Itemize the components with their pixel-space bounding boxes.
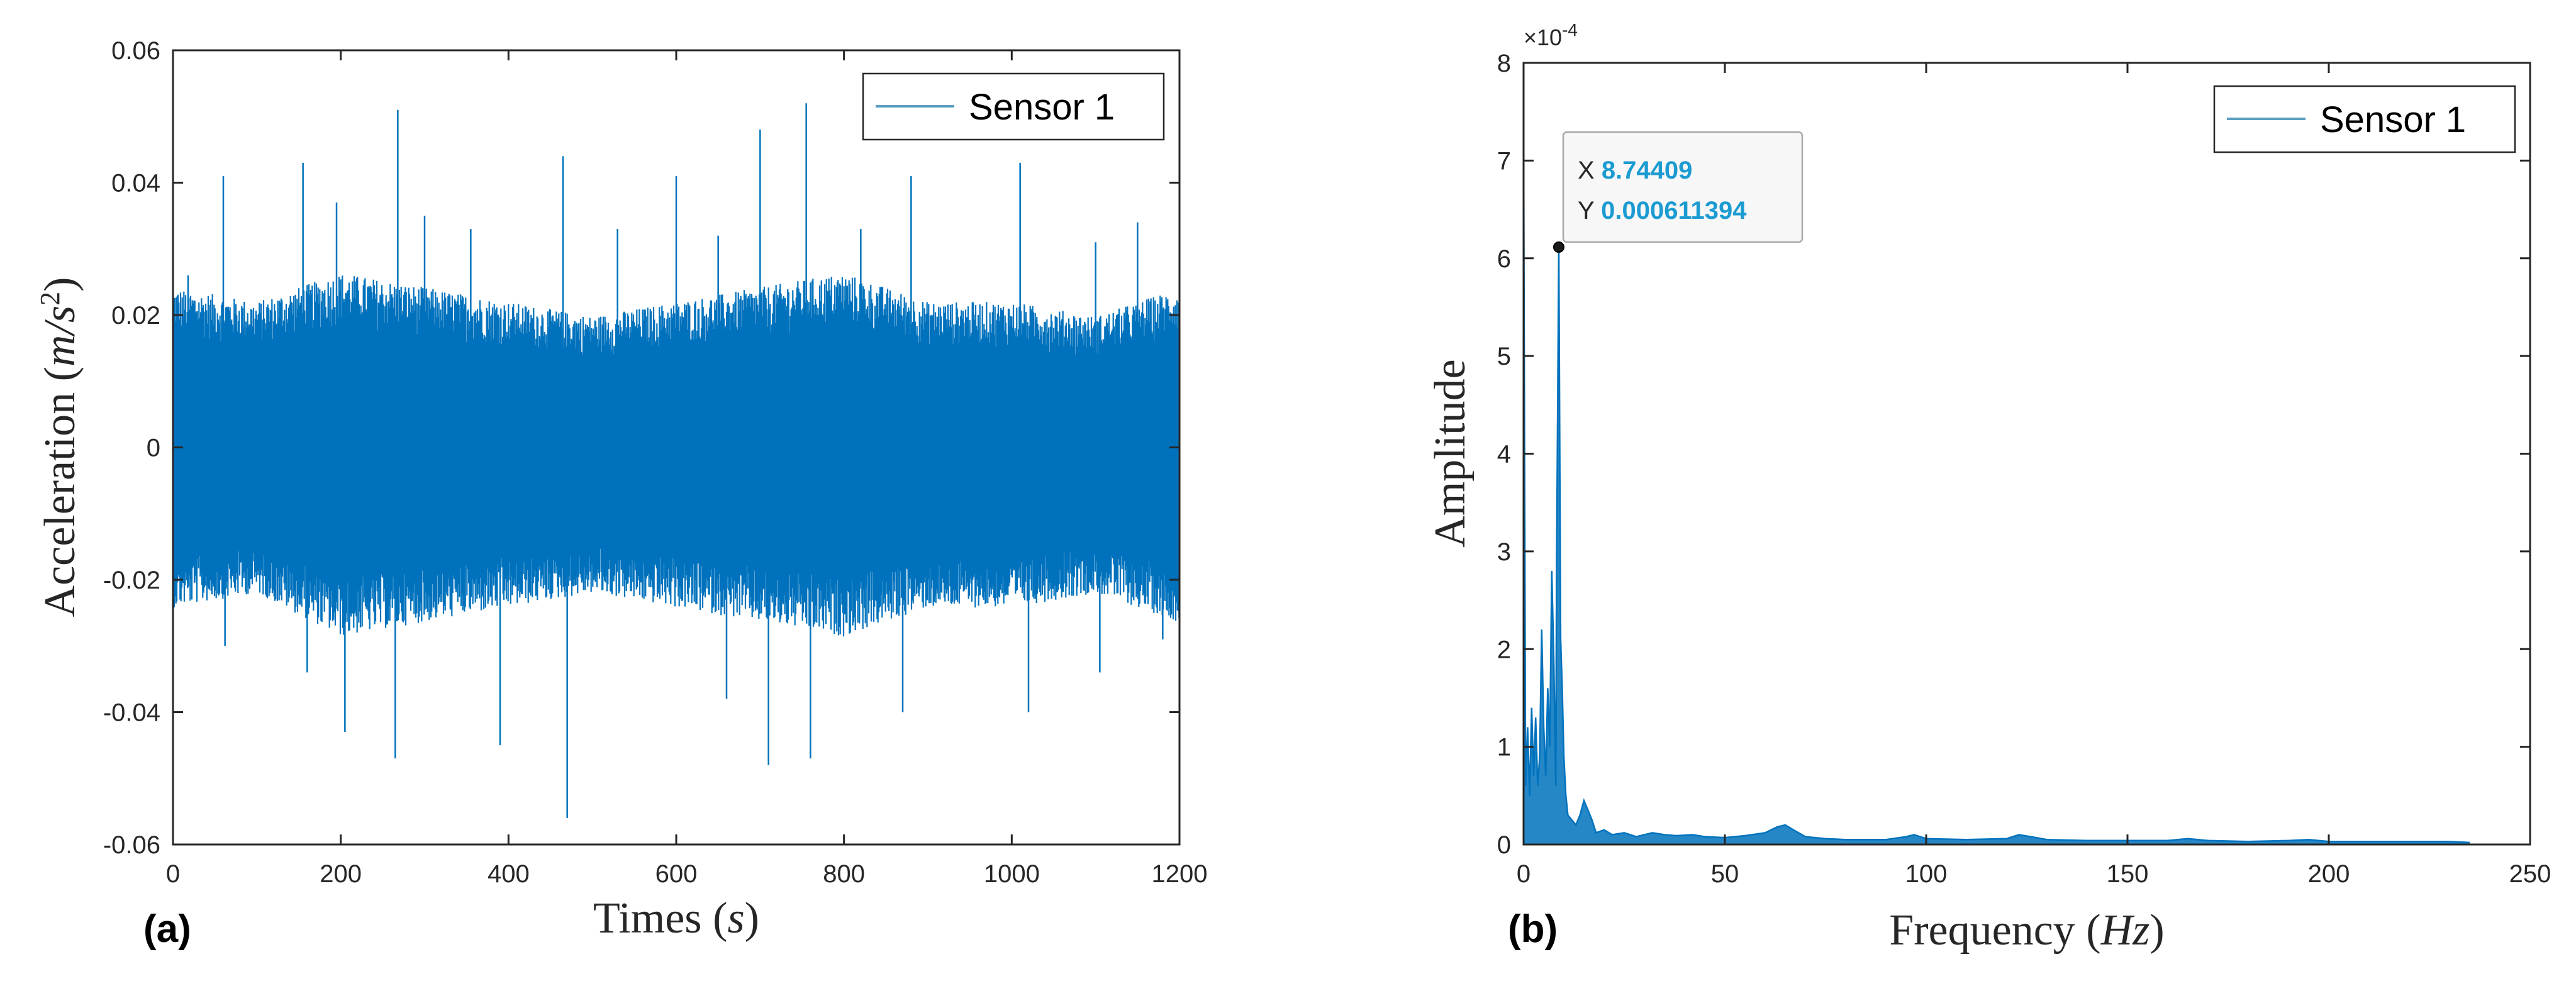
panel-b-datatip: X 8.74409 Y 0.000611394 (1553, 131, 1804, 253)
panel-a-x-ticks: 0 200 400 600 800 1000 1200 (166, 50, 1208, 888)
panel-b-spectrum-line (1522, 141, 2470, 844)
panel-a-y-ticks: -0.06 -0.04 -0.02 0 0.02 0.04 0.06 (103, 37, 1179, 859)
panel-b-x-tick-label: 150 (2107, 860, 2149, 888)
panel-a-y-axis-label: Acceleration (m/s2) (35, 277, 85, 617)
panel-b-x-axis-label: Frequency (Hz) (1889, 906, 2164, 955)
panel-b-x-tick-label: 200 (2308, 860, 2350, 888)
panel-b-y-tick-label: 3 (1497, 538, 1511, 566)
panel-a-x-tick-label: 1000 (984, 860, 1040, 888)
panel-b-y-exponent: ×10-4 (1524, 20, 1578, 51)
panel-b-signal-series (1522, 141, 2470, 844)
panel-a-label: (a) (143, 907, 191, 951)
panel-a-y-tick-label: 0 (147, 435, 160, 462)
panel-a-y-tick-label: 0.02 (111, 302, 160, 329)
panel-b-y-tick-label: 5 (1497, 343, 1511, 370)
panel-a-x-tick-label: 1200 (1152, 860, 1208, 888)
panel-b-x-ticks: 0 50 100 150 200 250 (1517, 63, 2551, 888)
panel-b-x-tick-label: 0 (1517, 860, 1531, 888)
panel-b-y-tick-label: 4 (1497, 441, 1511, 468)
panel-b-y-tick-label: 7 (1497, 147, 1511, 175)
panel-a-y-tick-label: 0.06 (111, 37, 160, 65)
panel-a-y-tick-label: -0.02 (103, 567, 160, 594)
panel-b-x-tick-label: 100 (1905, 860, 1948, 888)
panel-a-x-tick-label: 400 (488, 860, 530, 888)
panel-a-x-axis-label: Times (s) (593, 894, 759, 943)
panel-a-acceleration-chart: 0 200 400 600 800 1000 1200 -0.06 -0.04 -0.02 0 0.… (35, 37, 1208, 951)
panel-b-y-tick-label: 0 (1497, 831, 1511, 859)
datatip-y-row: Y 0.000611394 (1578, 197, 1747, 224)
panel-a-y-tick-label: -0.04 (103, 699, 160, 727)
panel-b-y-tick-label: 6 (1497, 245, 1511, 273)
panel-a-x-tick-label: 200 (320, 860, 362, 888)
datatip-box (1562, 131, 1804, 243)
panel-a-y-tick-label: 0.04 (111, 170, 160, 197)
panel-b-y-axis-label: Amplitude (1426, 359, 1475, 547)
panel-b-legend-entry: Sensor 1 (2320, 99, 2466, 140)
panel-b-legend: Sensor 1 (2213, 85, 2516, 153)
panel-b-x-tick-label: 250 (2509, 860, 2551, 888)
panel-a-x-tick-label: 800 (823, 860, 865, 888)
panel-b-amplitude-spectrum-chart: 0 50 100 150 200 250 0 1 2 3 4 5 6 7 8 ×10-4 Frequenc… (1426, 20, 2551, 955)
panel-b-x-tick-label: 50 (1711, 860, 1739, 888)
panel-b-y-ticks: 0 1 2 3 4 5 6 7 8 (1497, 50, 2530, 859)
panel-b-y-tick-label: 8 (1497, 50, 1511, 77)
panel-a-x-tick-label: 0 (166, 860, 180, 888)
panel-b-y-tick-label: 1 (1497, 734, 1511, 761)
datatip-marker (1553, 241, 1564, 253)
panel-b-label: (b) (1508, 907, 1558, 951)
panel-a-signal-series (172, 103, 1181, 818)
panel-a-y-tick-label: -0.06 (103, 831, 160, 859)
panel-b-y-tick-label: 2 (1497, 636, 1511, 663)
panel-a-x-tick-label: 600 (655, 860, 698, 888)
panel-a-legend-entry: Sensor 1 (969, 87, 1115, 128)
datatip-x-row: X 8.74409 (1578, 157, 1692, 184)
panel-a-legend: Sensor 1 (862, 72, 1165, 141)
